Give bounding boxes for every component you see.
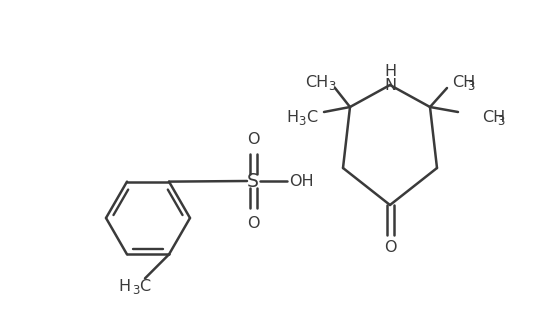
Text: CH: CH: [452, 74, 475, 90]
Text: N: N: [384, 77, 396, 93]
Text: CH: CH: [482, 110, 505, 124]
Text: OH: OH: [289, 174, 313, 189]
Text: C: C: [139, 279, 150, 294]
Text: H: H: [286, 110, 298, 124]
Text: C: C: [306, 110, 317, 124]
Text: O: O: [247, 131, 259, 146]
Text: H: H: [384, 63, 396, 78]
Text: CH: CH: [305, 74, 328, 90]
Text: 3: 3: [328, 79, 336, 93]
Text: 3: 3: [497, 115, 504, 127]
Text: O: O: [384, 239, 396, 255]
Text: 3: 3: [132, 284, 139, 297]
Text: 3: 3: [467, 79, 474, 93]
Text: S: S: [247, 172, 259, 191]
Text: O: O: [247, 215, 259, 230]
Text: 3: 3: [299, 115, 306, 127]
Text: H: H: [119, 279, 131, 294]
